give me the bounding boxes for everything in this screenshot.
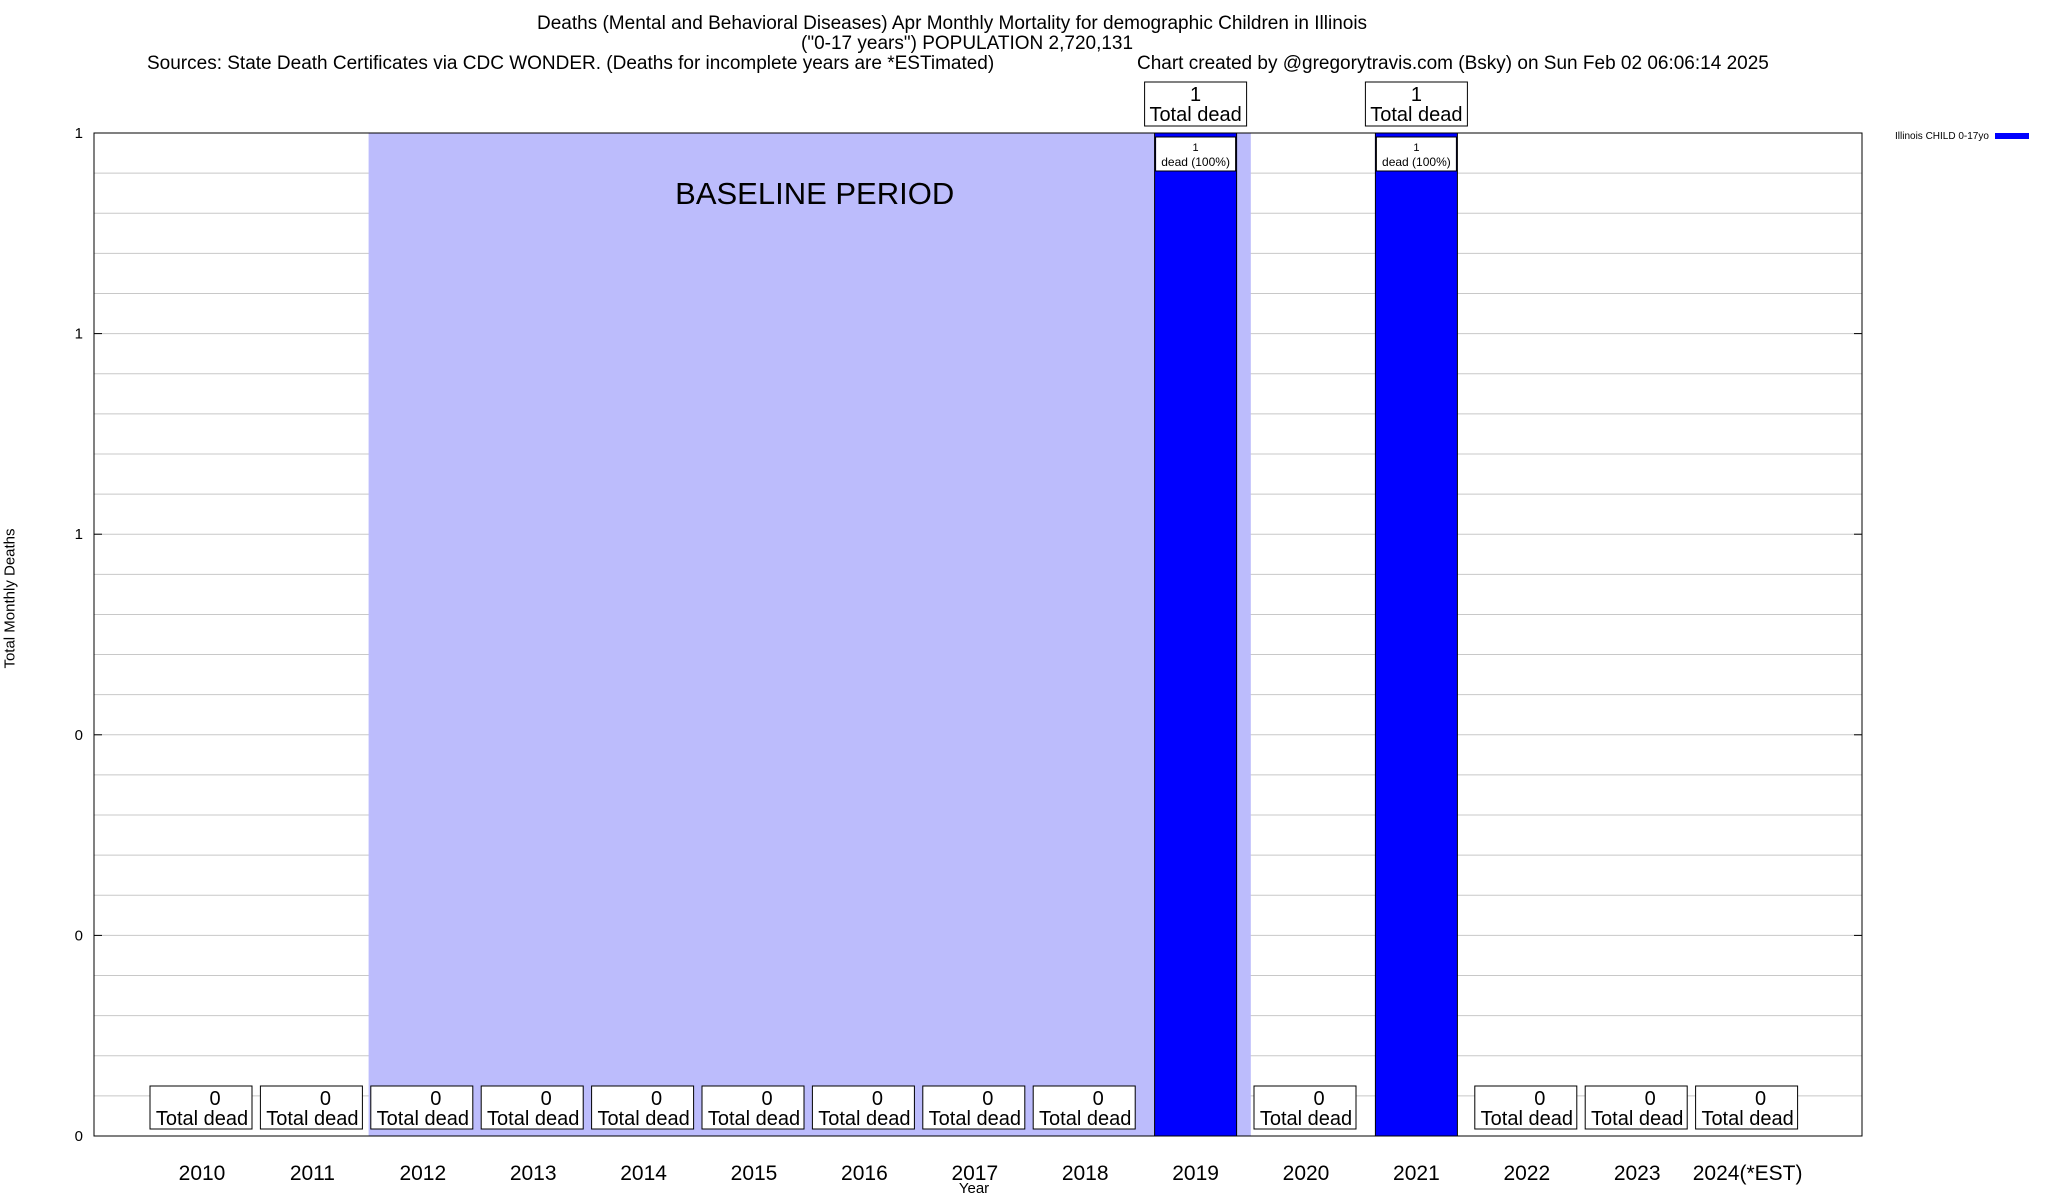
y-tick-label: 1 — [75, 526, 83, 543]
total-label-text: Total dead — [487, 1108, 579, 1130]
total-label-box — [1474, 1085, 1578, 1130]
total-label-box — [1695, 1085, 1799, 1130]
total-label-box — [149, 1085, 253, 1130]
x-tick-label: 2021 — [1393, 1162, 1440, 1185]
total-label-box — [480, 1085, 584, 1130]
x-tick-label: 2011 — [290, 1162, 335, 1185]
total-label-value: 0 — [1534, 1088, 1545, 1110]
total-label-box — [1144, 81, 1248, 127]
total-label-value: 0 — [651, 1088, 662, 1110]
bar-inner-label-box — [1375, 136, 1457, 172]
chart-title-line2: ("0-17 years") POPULATION 2,720,131 — [801, 33, 1134, 54]
total-label-box — [259, 1085, 363, 1130]
total-label-value: 0 — [430, 1088, 441, 1110]
y-axis-label: Total Monthly Deaths — [1, 528, 19, 669]
bar-inner-label: dead (100%) — [1161, 155, 1230, 169]
x-axis-label: Year — [958, 1180, 990, 1197]
x-tick-label: 2014 — [620, 1162, 667, 1185]
x-tick-label: 2018 — [1062, 1162, 1109, 1185]
total-label-box — [1253, 1085, 1357, 1130]
total-label-text: Total dead — [1039, 1108, 1131, 1130]
total-label-text: Total dead — [1481, 1108, 1573, 1130]
total-label-value: 1 — [1190, 84, 1201, 106]
total-label-value: 0 — [209, 1088, 220, 1110]
total-label-box — [1364, 81, 1468, 127]
bar — [1374, 132, 1458, 1137]
total-label-text: Total dead — [708, 1108, 800, 1130]
y-tick-label: 1 — [75, 125, 83, 142]
x-tick-label: 2020 — [1283, 1162, 1330, 1185]
plot-border — [93, 132, 1863, 1137]
total-label-value: 0 — [761, 1088, 772, 1110]
total-label-text: Total dead — [597, 1108, 689, 1130]
total-label-value: 0 — [1313, 1088, 1324, 1110]
total-label-text: Total dead — [266, 1108, 358, 1130]
chart-title-line1: Deaths (Mental and Behavioral Diseases) … — [537, 13, 1368, 34]
y-tick-label: 1 — [75, 326, 83, 343]
baseline-period-label: BASELINE PERIOD — [675, 176, 954, 211]
total-label-text: Total dead — [818, 1108, 910, 1130]
bar — [1154, 132, 1238, 1137]
x-tick-label: 2016 — [841, 1162, 888, 1185]
x-tick-label: 2015 — [731, 1162, 778, 1185]
total-label-box — [1584, 1085, 1688, 1130]
total-label-text: Total dead — [1370, 104, 1462, 126]
total-label-text: Total dead — [1260, 1108, 1352, 1130]
total-label-text: Total dead — [156, 1108, 248, 1130]
y-tick-label: 0 — [75, 1128, 83, 1145]
x-tick-label: 2019 — [1172, 1162, 1219, 1185]
total-label-value: 0 — [872, 1088, 883, 1110]
x-tick-label: 2010 — [179, 1162, 226, 1185]
total-label-value: 0 — [1645, 1088, 1656, 1110]
total-label-value: 0 — [982, 1088, 993, 1110]
total-label-text: Total dead — [1149, 104, 1241, 126]
x-tick-label: 2024(*EST) — [1693, 1162, 1803, 1185]
bar-inner-value: 1 — [1413, 142, 1419, 154]
total-label-box — [811, 1085, 915, 1130]
y-tick-label: 0 — [75, 927, 83, 944]
chart-credit: Chart created by @gregorytravis.com (Bsk… — [1137, 53, 1769, 74]
x-tick-label: 2013 — [510, 1162, 557, 1185]
total-label-text: Total dead — [1701, 1108, 1793, 1130]
legend-label: Illinois CHILD 0-17yo — [1895, 131, 1989, 142]
x-tick-label: 2012 — [399, 1162, 446, 1185]
total-label-box — [370, 1085, 474, 1130]
bar-inner-value: 1 — [1193, 142, 1199, 154]
total-label-value: 0 — [320, 1088, 331, 1110]
total-label-text: Total dead — [929, 1108, 1021, 1130]
chart-sources: Sources: State Death Certificates via CD… — [147, 53, 995, 74]
total-label-box — [591, 1085, 695, 1130]
x-tick-label: 2017 — [951, 1162, 998, 1185]
bar-inner-label-box — [1155, 136, 1237, 172]
total-label-value: 1 — [1411, 84, 1422, 106]
total-label-text: Total dead — [377, 1108, 469, 1130]
total-label-value: 0 — [1755, 1088, 1766, 1110]
total-label-value: 0 — [1093, 1088, 1104, 1110]
legend-swatch — [1994, 133, 2029, 140]
y-tick-label: 0 — [75, 727, 83, 744]
total-label-box — [922, 1085, 1026, 1130]
total-label-text: Total dead — [1591, 1108, 1683, 1130]
total-label-box — [1032, 1085, 1136, 1130]
baseline-period-region — [368, 133, 1251, 1136]
total-label-value: 0 — [541, 1088, 552, 1110]
total-label-box — [701, 1085, 805, 1130]
x-tick-label: 2023 — [1614, 1162, 1661, 1185]
bar-inner-label: dead (100%) — [1382, 155, 1451, 169]
x-tick-label: 2022 — [1503, 1162, 1550, 1185]
legend: Illinois CHILD 0-17yo — [1895, 131, 2029, 142]
